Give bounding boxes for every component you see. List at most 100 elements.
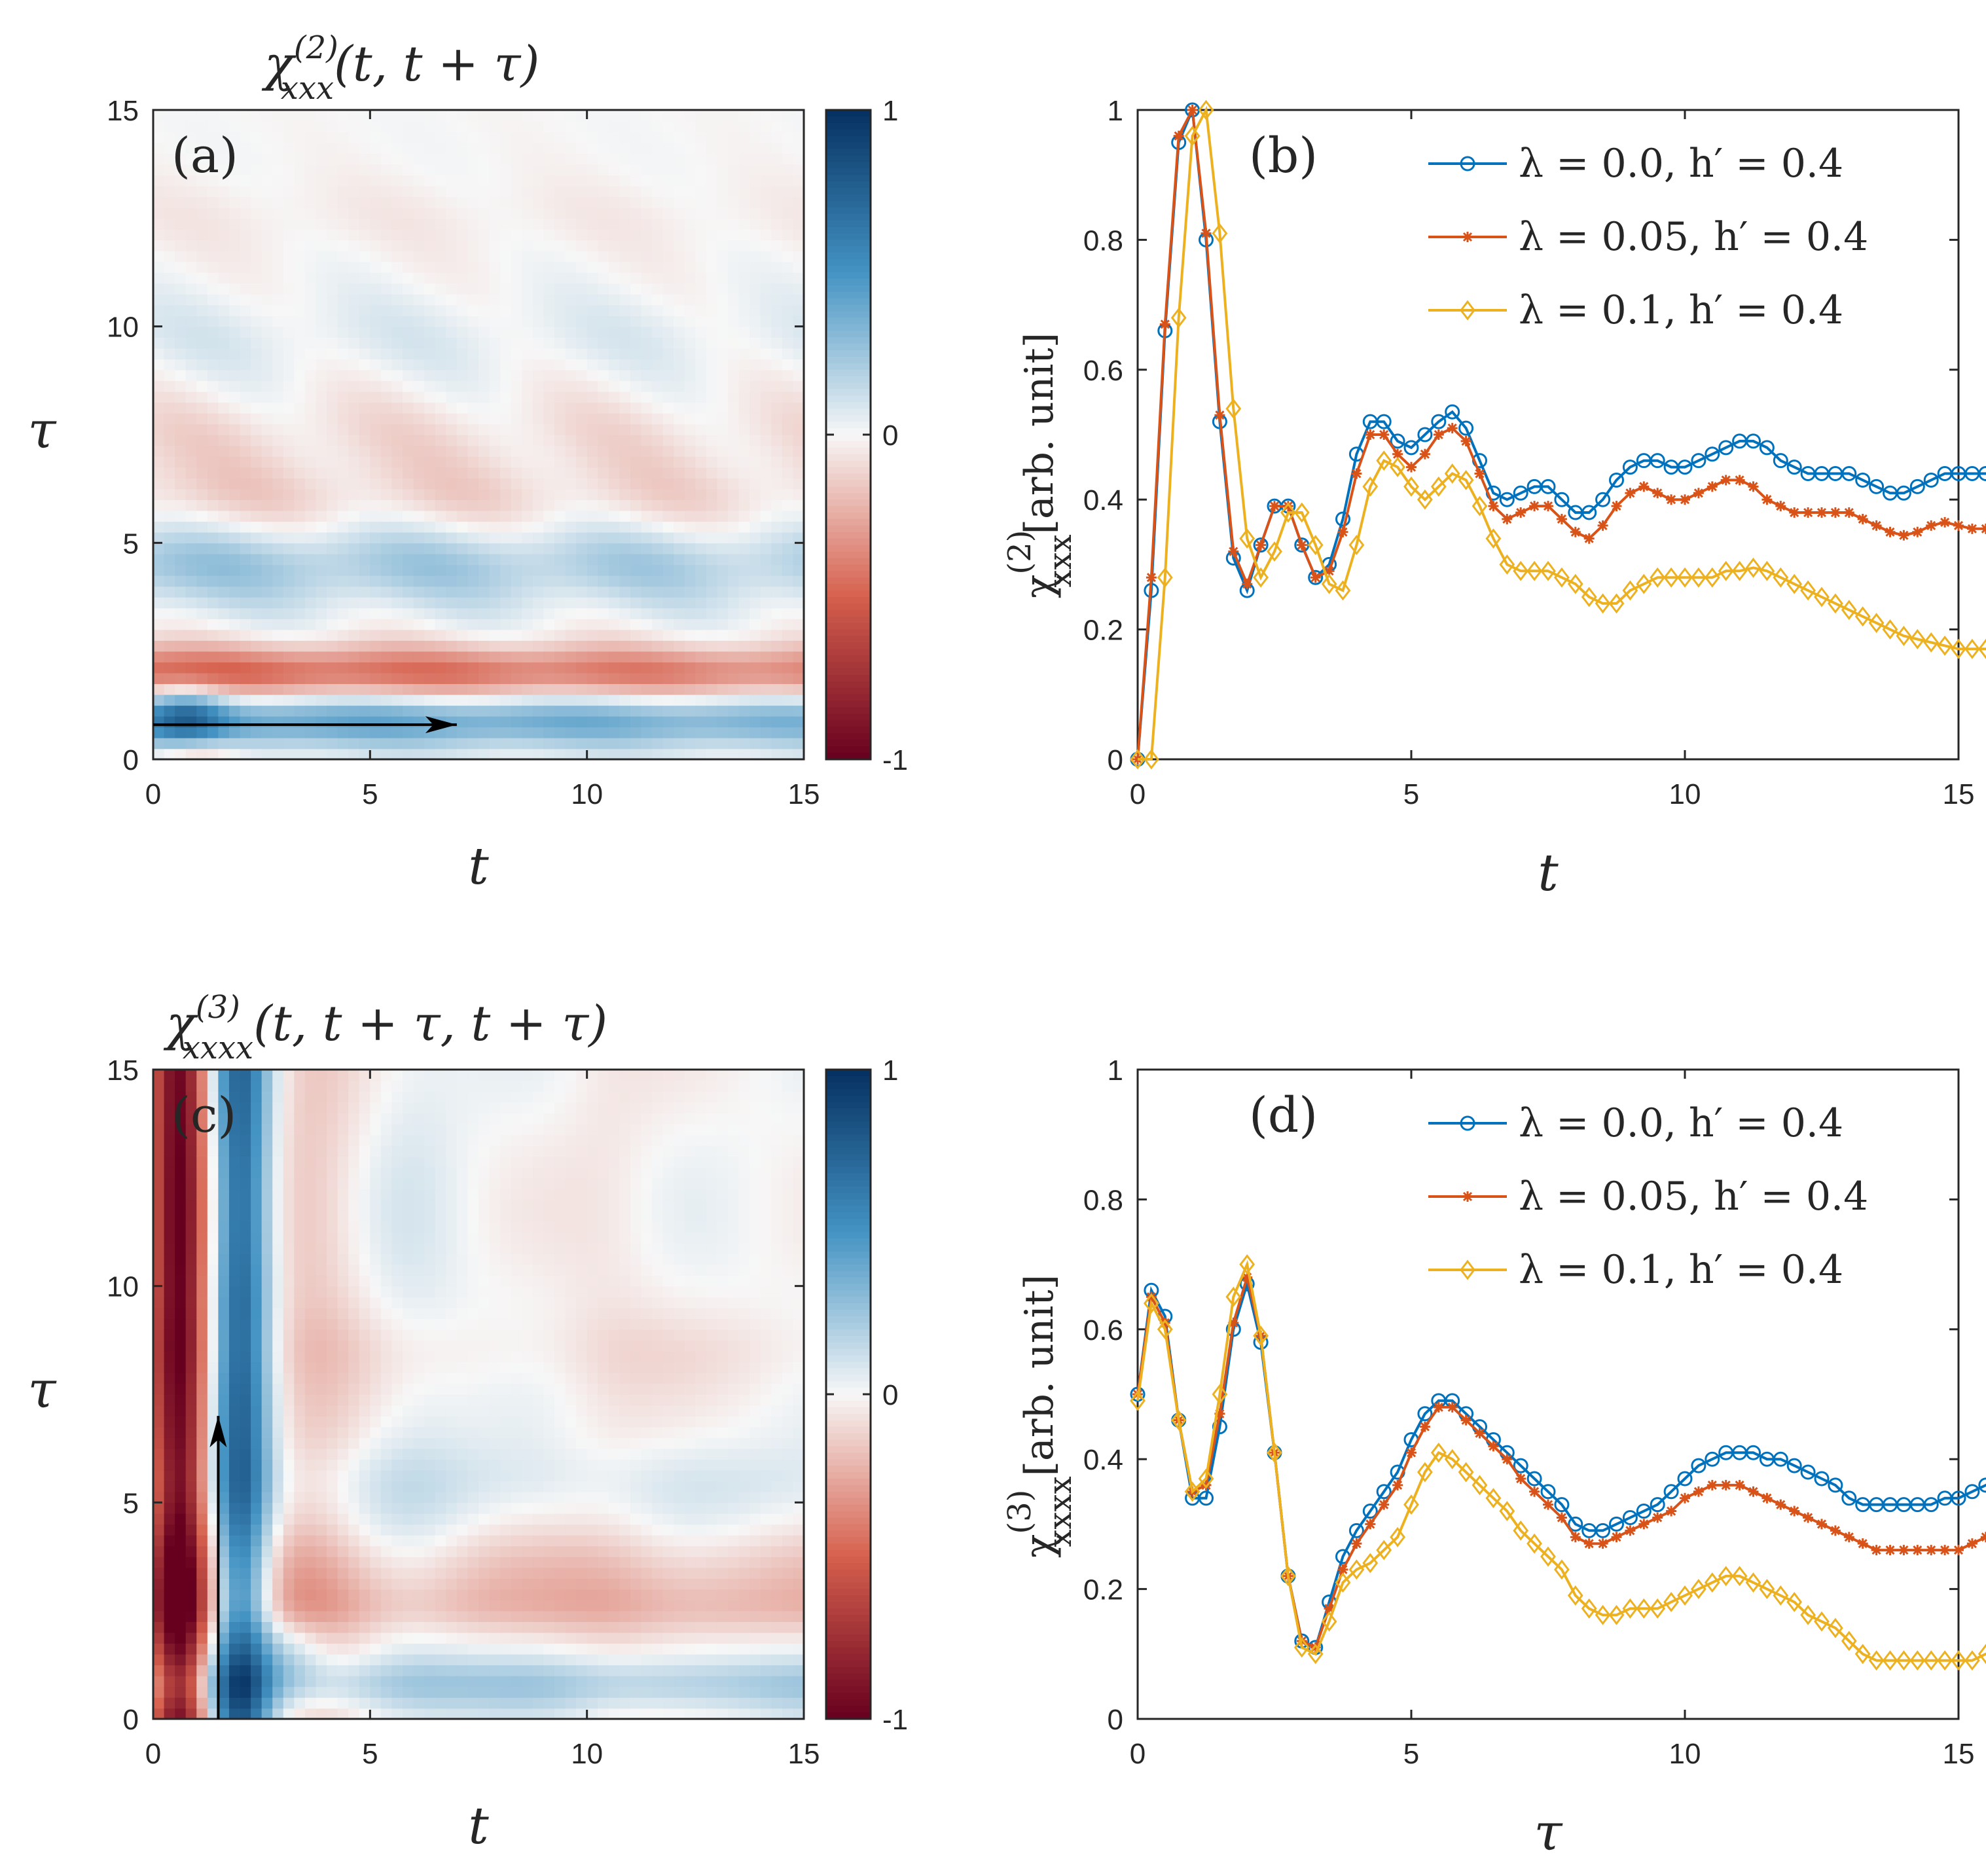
colorbar-cell [826, 467, 871, 475]
heatmap-cell [554, 521, 566, 533]
heatmap-cell [576, 575, 588, 587]
heatmap-cell [327, 218, 338, 230]
marker-asterisk [1462, 232, 1473, 242]
heatmap-cell [652, 727, 664, 738]
colorbar-cell [826, 344, 871, 351]
heatmap-cell [272, 564, 284, 576]
heatmap-cell [164, 175, 175, 187]
heatmap-cell [240, 456, 251, 468]
heatmap-cell [760, 250, 772, 262]
heatmap-cell [316, 456, 327, 468]
heatmap-cell [185, 435, 198, 446]
heatmap-cell [793, 316, 804, 327]
colorbar-cell [826, 395, 871, 403]
heatmap-cell [185, 499, 198, 511]
heatmap-cell [294, 672, 306, 685]
heatmap-cell [749, 110, 761, 122]
heatmap-cell [294, 575, 306, 587]
heatmap-cell [608, 110, 621, 122]
heatmap-cell [565, 337, 577, 349]
heatmap-cell [641, 283, 653, 295]
heatmap-cell [793, 748, 804, 760]
marker-diamond [1212, 223, 1228, 244]
heatmap-cell [424, 218, 436, 230]
heatmap-cell [153, 1578, 165, 1590]
heatmap-cell [164, 575, 175, 587]
heatmap-cell [251, 1264, 262, 1276]
heatmap-cell [294, 651, 306, 662]
heatmap-cell [359, 456, 371, 468]
heatmap-cell [196, 316, 208, 327]
heatmap-cell [641, 607, 653, 619]
heatmap-cell [261, 1113, 274, 1125]
heatmap-cell [359, 283, 371, 295]
heatmap-cell [251, 1567, 262, 1579]
heatmap-cell [337, 424, 349, 435]
heatmap-cell [749, 651, 761, 662]
heatmap-cell [391, 120, 403, 132]
marker-asterisk [1693, 488, 1704, 499]
heatmap-cell [565, 748, 577, 760]
heatmap-cell [380, 196, 393, 208]
heatmap-cell [316, 1080, 327, 1092]
heatmap-cell [695, 391, 707, 403]
marker-asterisk [1419, 448, 1430, 460]
heatmap-cell [207, 228, 219, 241]
heatmap-cell [684, 283, 696, 295]
heatmap-cell [207, 640, 219, 652]
heatmap-cell [337, 240, 349, 251]
heatmap-cell [641, 369, 653, 382]
heatmap-cell [185, 337, 198, 349]
heatmap-cell [251, 651, 262, 662]
heatmap-cell [164, 120, 175, 132]
heatmap-cell [554, 683, 566, 695]
colorbar-cell [826, 311, 871, 319]
heatmap-cell [619, 250, 631, 262]
heatmap-cell [489, 294, 501, 306]
heatmap-cell [782, 619, 794, 630]
heatmap-cell [240, 1199, 251, 1211]
heatmap-cell [251, 1437, 262, 1449]
heatmap-cell [316, 1502, 327, 1514]
heatmap-cell [283, 1491, 295, 1504]
heatmap-cell [446, 316, 458, 327]
heatmap-cell [554, 337, 566, 349]
heatmap-cell [207, 1470, 219, 1482]
heatmap-cell [228, 1307, 241, 1320]
heatmap-cell [185, 153, 198, 165]
heatmap-cell [348, 683, 360, 695]
heatmap-cell [304, 1610, 317, 1622]
heatmap-cell [608, 142, 621, 154]
heatmap-cell [435, 640, 447, 652]
heatmap-cell [207, 1416, 219, 1428]
marker-diamond [1540, 560, 1556, 581]
heatmap-cell [554, 228, 566, 241]
heatmap-cell [587, 175, 599, 187]
heatmap-cell [403, 619, 414, 630]
heatmap-cell [662, 326, 674, 338]
heatmap-cell [424, 521, 436, 533]
heatmap-cell [337, 629, 349, 641]
heatmap-cell [554, 175, 566, 187]
heatmap-cell [511, 478, 523, 490]
heatmap-cell [771, 640, 783, 652]
heatmap-cell [304, 1318, 317, 1330]
heatmap-cell [261, 640, 274, 652]
heatmap-cell [228, 1254, 241, 1265]
heatmap-cell [467, 727, 479, 738]
heatmap-cell [251, 1178, 262, 1189]
colorbar-cell [826, 532, 871, 539]
heatmap-cell [272, 1362, 284, 1373]
heatmap-cell [304, 1513, 317, 1525]
heatmap-cell [760, 380, 772, 392]
heatmap-cell [662, 727, 674, 738]
heatmap-cell [522, 694, 533, 706]
heatmap-cell [403, 737, 414, 749]
heatmap-cell [717, 207, 729, 219]
heatmap-cell [424, 575, 436, 587]
heatmap-cell [261, 1426, 274, 1438]
heatmap-cell [446, 185, 458, 198]
heatmap-cell [424, 196, 436, 208]
heatmap-cell [391, 207, 403, 219]
heatmap-cell [424, 607, 436, 619]
